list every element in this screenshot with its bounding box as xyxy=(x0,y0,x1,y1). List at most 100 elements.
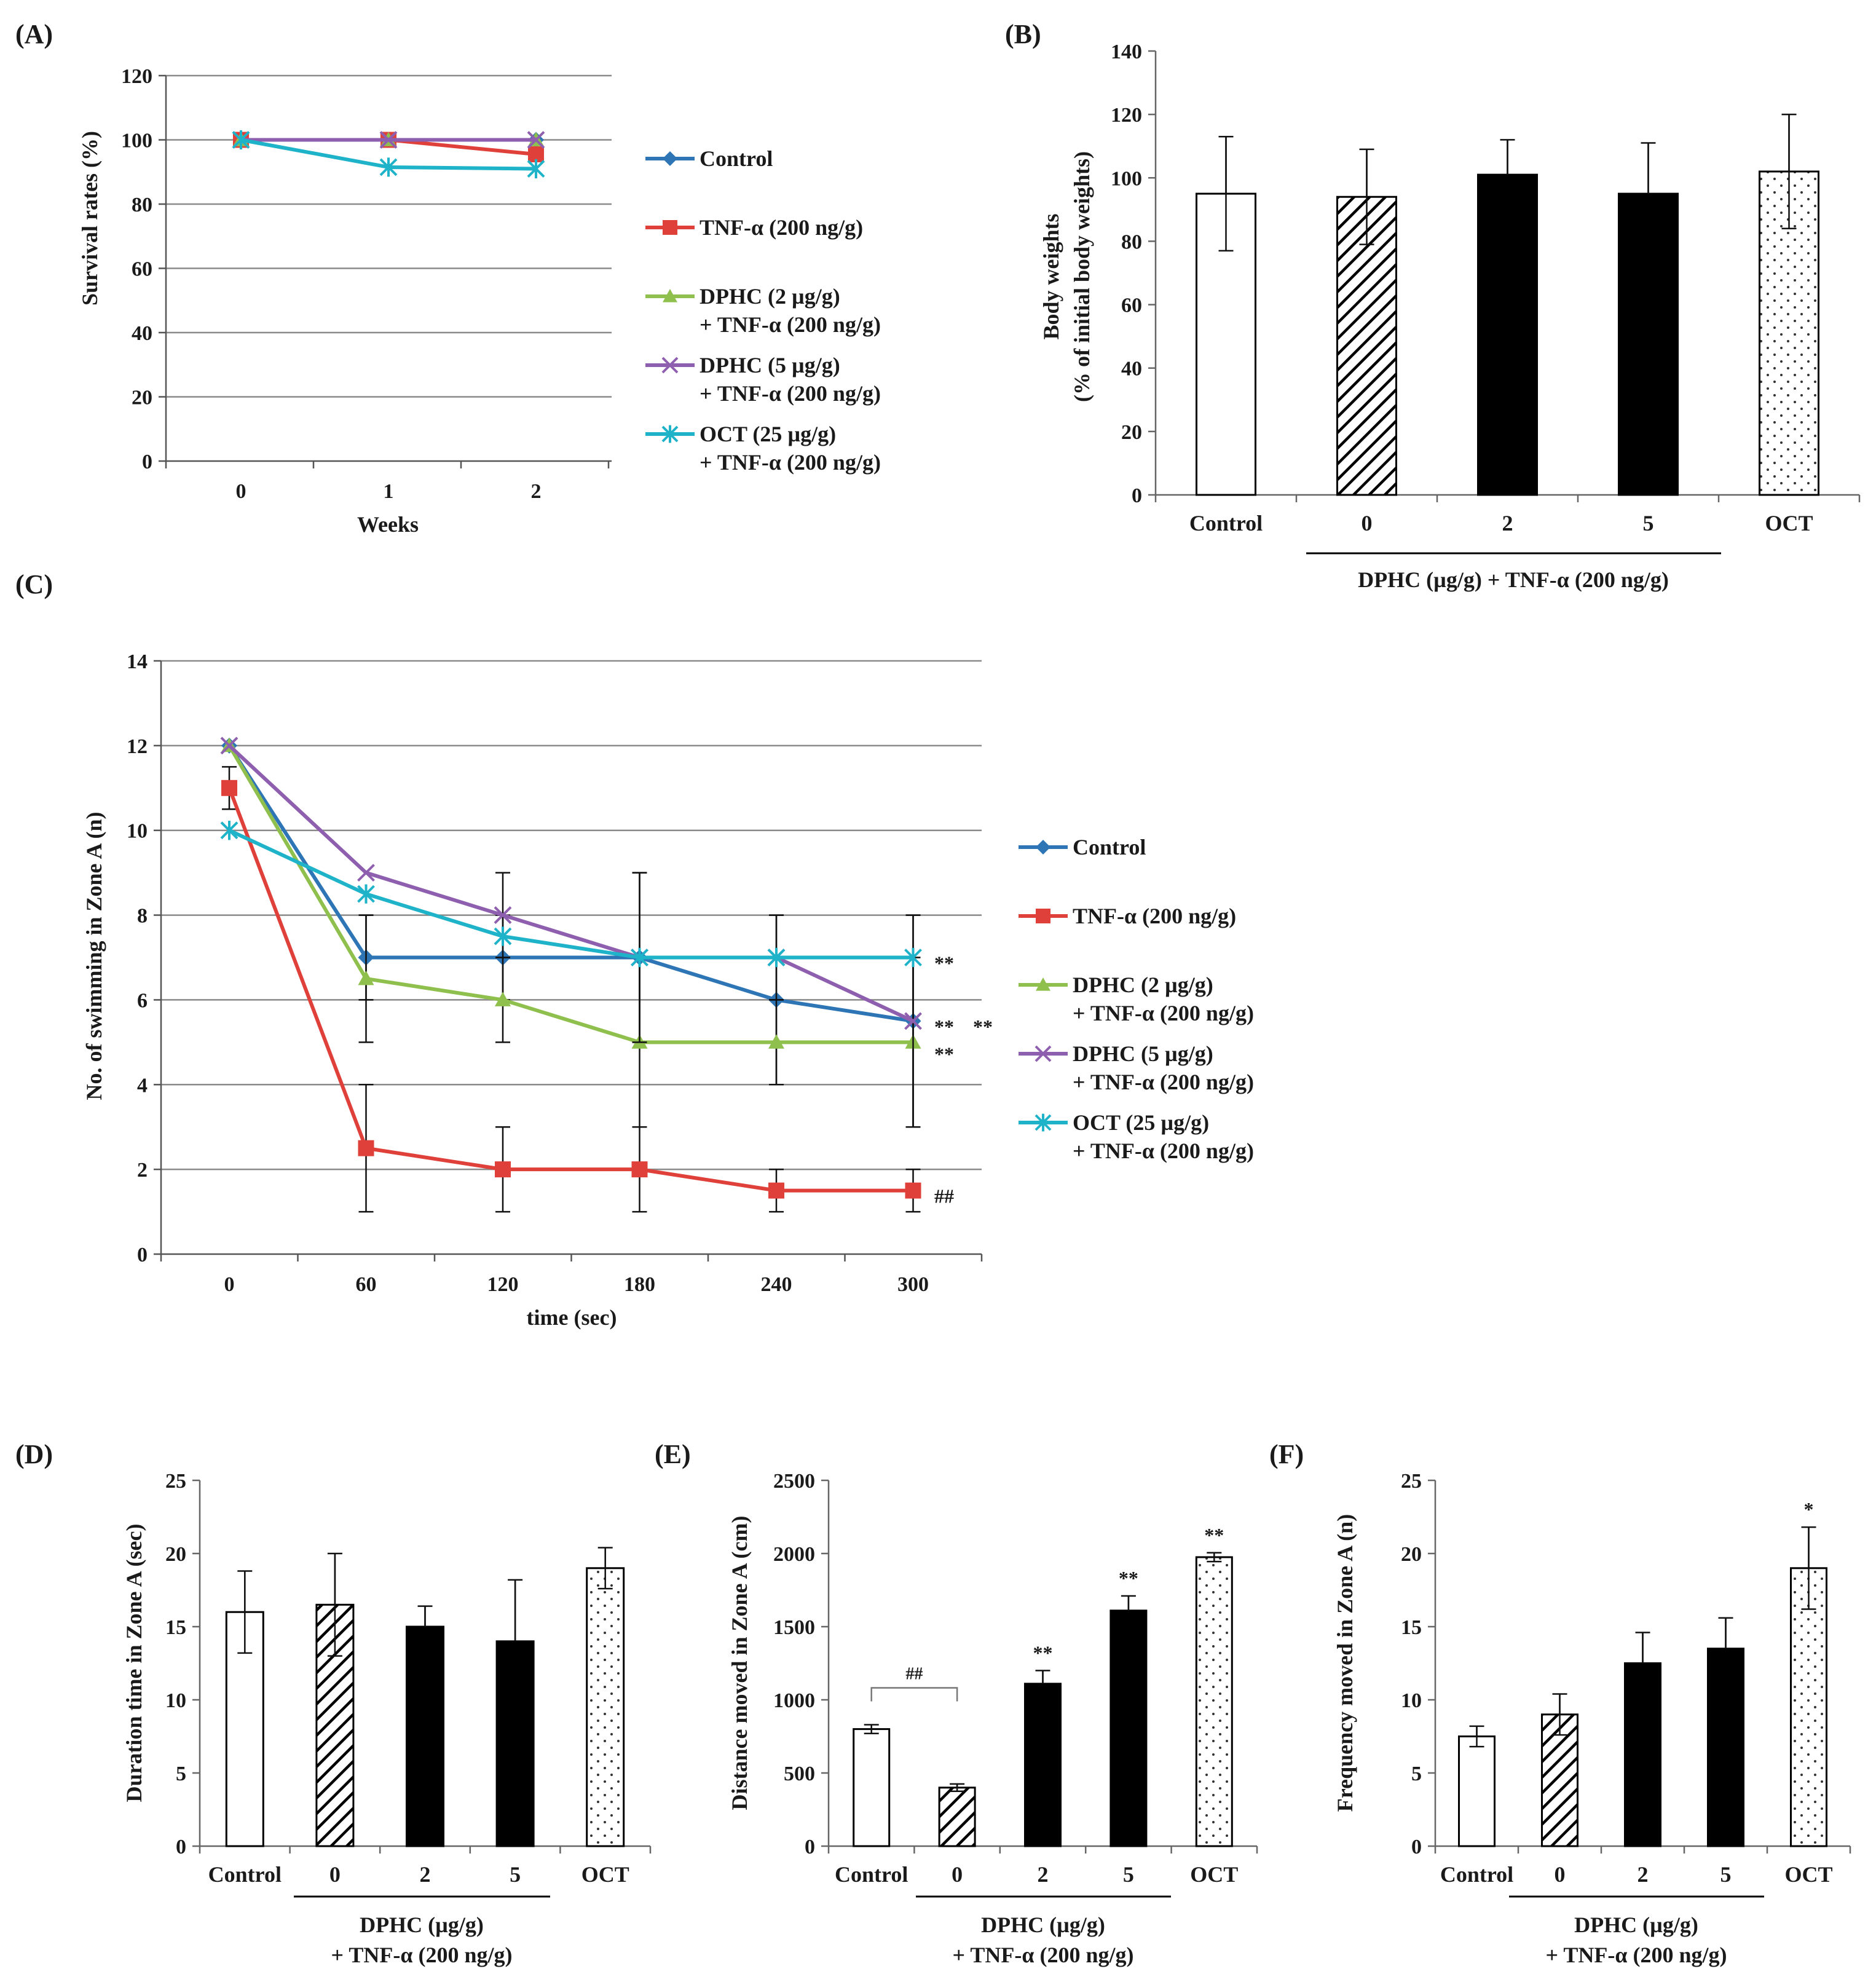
panel-a-y-tick-label-80: 80 xyxy=(132,194,152,216)
panel-c-series-oct-25-g-g-point-2 xyxy=(494,926,512,946)
panel-d-x-tick-label-control: Control xyxy=(208,1862,282,1887)
panel-a-x-tick-label-2: 2 xyxy=(531,480,542,503)
panel-c-y-tick-label-10: 10 xyxy=(127,820,148,843)
panel-a-series-dphc-5-g-g-legend-label-line2: + TNF-α (200 ng/g) xyxy=(700,381,881,406)
panel-b-group-label: DPHC (µg/g) + TNF-α (200 ng/g) xyxy=(1358,567,1669,592)
panel-a-series-tnf-200-ng-g-legend-label: TNF-α (200 ng/g) xyxy=(700,215,863,240)
panel-c-series-oct-25-g-g-legend-marker xyxy=(1035,1113,1052,1132)
panel-a-series-control-legend-marker xyxy=(663,151,677,166)
panel-c-series-oct-25-g-g-point-1 xyxy=(357,884,375,904)
panel-c-series-control-line xyxy=(227,744,913,1023)
panel-b-y-tick-label-40: 40 xyxy=(1121,358,1142,381)
panel-f-y-tick-label-20: 20 xyxy=(1401,1543,1422,1566)
panel-e-y-tick-label-0: 0 xyxy=(805,1836,815,1858)
panel-c-x-tick-label-120: 120 xyxy=(487,1273,519,1296)
panel-c-series-dphc-5-g-g-legend-label-line2: + TNF-α (200 ng/g) xyxy=(1073,1070,1254,1094)
panel-c-series-dphc-2-g-g-line xyxy=(227,744,913,1044)
panel-c-y-tick-label-2: 2 xyxy=(137,1159,148,1182)
panel-f-bar-5 xyxy=(1707,1648,1744,1847)
panel-c-y-tick-label-12: 12 xyxy=(127,735,148,758)
panel-c-series-oct-25-g-g-point-5 xyxy=(904,947,922,968)
panel-b-y-tick-label-80: 80 xyxy=(1121,231,1142,253)
panel-e-x-tick-label-control: Control xyxy=(835,1862,908,1887)
panel-b-y-tick-label-20: 20 xyxy=(1121,421,1142,444)
panel-c-series-oct-25-g-g-legend-label: OCT (25 µg/g) xyxy=(1073,1110,1209,1135)
panel-b-x-tick-label-0: 0 xyxy=(1362,511,1373,535)
panel-b-x-tick-label-oct: OCT xyxy=(1765,511,1813,535)
panel-c-y-tick-label-6: 6 xyxy=(137,989,148,1012)
panel-d-y-axis-title: Duration time in Zone A (sec) xyxy=(122,1524,146,1802)
panel-d-group-label: DPHC (µg/g) xyxy=(360,1913,484,1937)
panel-c-annotation-control: ** xyxy=(934,1016,954,1038)
panel-a-x-tick-label-0: 0 xyxy=(236,480,246,503)
panel-a-series-dphc-2-g-g-legend-label: DPHC (2 µg/g) xyxy=(700,284,840,309)
panel-a-y-axis-title: Survival rates (%) xyxy=(77,131,102,306)
panel-f-y-tick-label-15: 15 xyxy=(1401,1616,1422,1639)
panel-a-x-axis-title: Weeks xyxy=(357,512,419,537)
panel-a-survival-chart: (A) 0 20 40 60 80 100 120 0 1 2 Control TNF-α (200 … xyxy=(15,19,881,537)
panel-d-y-tick-label-20: 20 xyxy=(165,1543,186,1566)
panel-c-series-oct-25-g-g-point-0 xyxy=(220,821,238,840)
panel-a-series-dphc-2-g-g-legend-marker xyxy=(663,289,677,302)
panel-b-y-tick-label-100: 100 xyxy=(1111,167,1142,190)
panel-e-comparison-bracket-label: ## xyxy=(905,1664,923,1683)
panel-c-series-dphc-5-g-g-legend-marker xyxy=(1035,1045,1052,1062)
panel-a-x-tick-label-1: 1 xyxy=(384,480,394,503)
panel-e-bar-oct-significance: ** xyxy=(1204,1524,1224,1546)
panel-f-y-tick-label-0: 0 xyxy=(1411,1836,1422,1858)
panel-c-series-control-legend-marker xyxy=(1036,840,1050,855)
panel-e-y-axis-title: Distance moved in Zone A (cm) xyxy=(727,1516,752,1810)
panel-c-series-tnf-200-ng-g-point-1 xyxy=(358,1140,374,1156)
panel-e-bar-0 xyxy=(938,1787,976,1847)
panel-a-series-oct-25-g-g-legend-label-line2: + TNF-α (200 ng/g) xyxy=(700,450,881,475)
panel-a-y-tick-label-40: 40 xyxy=(132,322,152,345)
panel-e-bar-5 xyxy=(1109,1609,1148,1847)
panel-f-y-tick-label-5: 5 xyxy=(1411,1763,1422,1785)
panel-f-x-tick-label-2: 2 xyxy=(1638,1862,1649,1887)
panel-c-series-dphc-2-g-g-legend-label: DPHC (2 µg/g) xyxy=(1073,973,1213,997)
panel-b-x-tick-label-control: Control xyxy=(1189,511,1263,535)
panel-e-label: (E) xyxy=(655,1439,691,1469)
panel-d-y-tick-label-25: 25 xyxy=(165,1470,186,1493)
panel-c-series-dphc-5-g-g-point-0 xyxy=(220,736,238,755)
panel-f-bar-oct xyxy=(1790,1567,1827,1847)
panel-c-series-dphc-2-g-g-point-1 xyxy=(358,970,374,985)
panel-b-body-weight-chart: (B) 0 20 40 60 80 100 120 140 Control 0 2 5 OCT Body… xyxy=(1005,19,1861,592)
panel-c-series-dphc-5-g-g-line xyxy=(227,744,914,1023)
panel-c-y-tick-label-4: 4 xyxy=(137,1074,148,1097)
panel-d-y-tick-label-0: 0 xyxy=(176,1836,186,1858)
panel-c-swimming-chart: (C) 0 2 4 6 8 10 12 14 0 60 120 180 240 300 Control TNF… xyxy=(15,569,1254,1330)
panel-a-series-oct-25-g-g-point-0 xyxy=(232,130,250,150)
panel-a-series-control-legend-label: Control xyxy=(700,146,773,171)
panel-e-bar-2 xyxy=(1024,1683,1062,1847)
panel-e-distance-chart: (E) 0 500 1000 1500 2000 2500 Control 0 2 ** 5 ** OC… xyxy=(655,1439,1258,1967)
panel-e-x-tick-label-2: 2 xyxy=(1038,1862,1049,1887)
panel-c-series-dphc-2-g-g-point-2 xyxy=(495,992,511,1006)
panel-d-group-label-line2: + TNF-α (200 ng/g) xyxy=(331,1943,513,1967)
panel-a-series-dphc-5-g-g-point-2 xyxy=(527,131,545,149)
panel-c-series-tnf-200-ng-g-point-0 xyxy=(221,780,237,796)
panel-a-series-dphc-5-g-g-point-1 xyxy=(379,131,398,149)
panel-c-series-oct-25-g-g-legend-label-line2: + TNF-α (200 ng/g) xyxy=(1073,1139,1254,1163)
panel-a-y-tick-label-100: 100 xyxy=(121,130,152,152)
panel-b-y-tick-label-0: 0 xyxy=(1132,484,1142,507)
panel-c-x-tick-label-0: 0 xyxy=(224,1273,235,1296)
panel-c-annotation-dphc2: ** xyxy=(934,1043,954,1065)
panel-c-series-oct-25-g-g-point-4 xyxy=(767,947,786,968)
panel-e-y-tick-label-500: 500 xyxy=(784,1763,815,1785)
panel-c-series-tnf-200-ng-g-line xyxy=(227,787,913,1193)
panel-a-series-oct-25-g-g-point-1 xyxy=(379,157,398,177)
panel-c-y-axis-title: No. of swimming in Zone A (n) xyxy=(82,811,106,1100)
panel-b-x-tick-label-2: 2 xyxy=(1502,511,1513,535)
panel-d-x-tick-label-2: 2 xyxy=(420,1862,431,1887)
panel-c-series-oct-25-g-g-line xyxy=(228,828,913,960)
panel-d-x-tick-label-5: 5 xyxy=(510,1862,521,1887)
panel-e-y-tick-label-1000: 1000 xyxy=(773,1689,815,1712)
panel-f-x-tick-label-control: Control xyxy=(1440,1862,1513,1887)
panel-a-y-tick-label-20: 20 xyxy=(132,387,152,409)
panel-c-x-tick-label-60: 60 xyxy=(356,1273,377,1296)
panel-c-series-dphc-5-g-g-point-5 xyxy=(904,1012,922,1030)
panel-a-y-tick-label-60: 60 xyxy=(132,258,152,281)
